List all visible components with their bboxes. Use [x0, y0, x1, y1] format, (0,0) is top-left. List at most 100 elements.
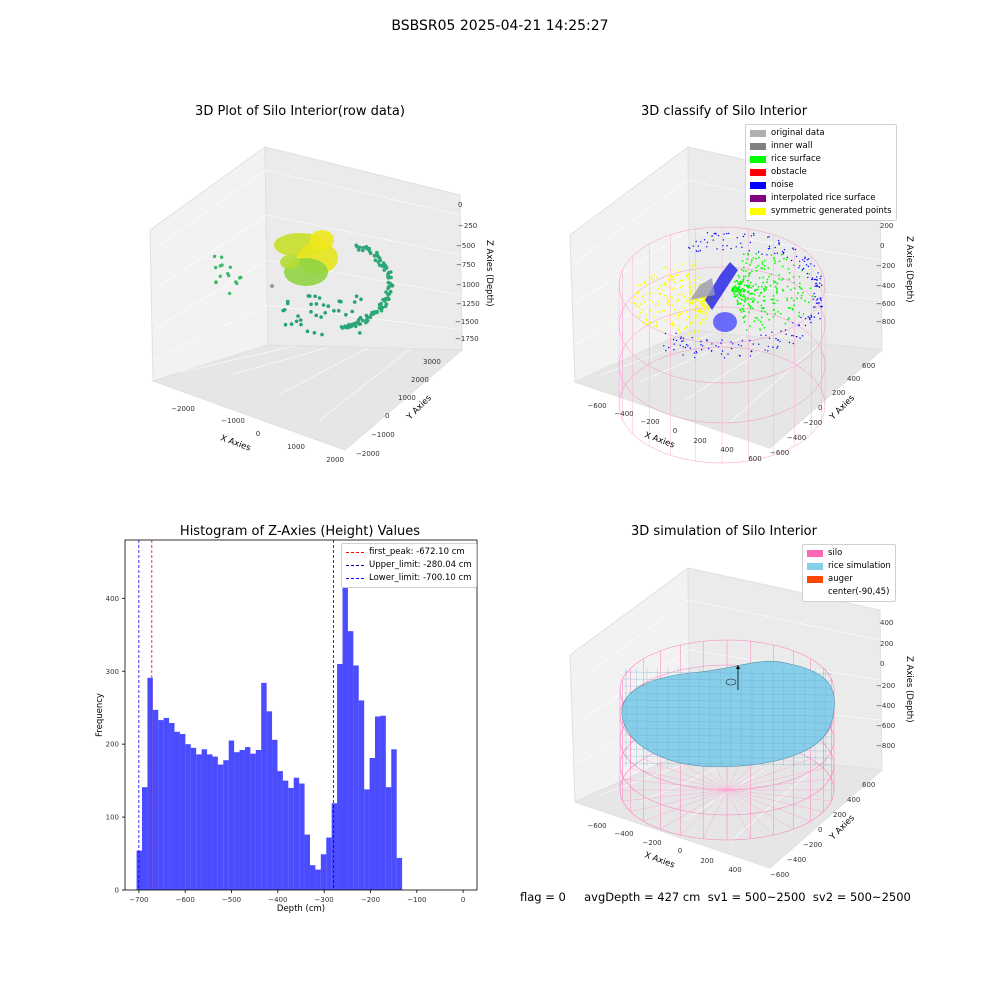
point	[332, 309, 336, 313]
noise-point	[799, 265, 801, 267]
noise-point	[768, 245, 771, 247]
panel4-xtick: −400	[614, 830, 633, 838]
yellow-point	[666, 296, 668, 299]
rice-mesh-line	[623, 671, 833, 675]
panel4-ytick: −400	[787, 856, 806, 864]
green-point	[755, 269, 758, 272]
yellow-point	[637, 284, 640, 286]
histogram-bar	[179, 733, 186, 890]
noise-point	[691, 337, 693, 339]
yellow-point	[651, 301, 654, 303]
histogram-bar	[255, 750, 262, 890]
noise-point	[749, 241, 751, 244]
noise-point	[783, 251, 785, 254]
yellow-point	[650, 275, 653, 278]
noise-point	[732, 343, 734, 345]
panel4-ztick: 200	[880, 640, 893, 648]
legend-label: original data	[771, 128, 825, 138]
histogram-bar	[347, 631, 354, 890]
green-point	[747, 286, 750, 289]
yellow-point	[643, 282, 646, 285]
green-point	[763, 290, 766, 292]
panel4-xtick: 0	[678, 847, 682, 855]
x-tick-label: 0	[461, 896, 465, 904]
point	[388, 281, 393, 286]
noise-point	[804, 256, 806, 258]
yellow-point	[680, 313, 683, 316]
yellow-point	[686, 326, 689, 329]
green-point	[737, 274, 740, 277]
green-point	[748, 284, 751, 287]
panel2-ztick: −800	[876, 318, 895, 326]
green-point	[750, 292, 752, 295]
noise-point	[817, 272, 819, 274]
legend-swatch	[346, 565, 364, 566]
green-point	[746, 279, 749, 282]
panel2-ytick: 0	[818, 404, 822, 412]
point	[361, 248, 365, 253]
histogram-bar	[158, 720, 164, 890]
noise-point	[687, 345, 689, 347]
yellow-point	[678, 332, 681, 335]
yellow-point	[690, 309, 693, 311]
yellow-point	[700, 308, 702, 310]
yellow-point	[673, 314, 676, 317]
noise-point	[792, 322, 794, 324]
noise-point	[682, 354, 684, 356]
green-point	[791, 307, 794, 310]
noise-point	[716, 248, 718, 250]
green-point	[772, 315, 775, 318]
y-tick-label: 400	[106, 595, 119, 603]
noise-point	[815, 278, 817, 281]
noise-point	[675, 332, 677, 334]
green-point	[739, 290, 741, 292]
yellow-point	[692, 317, 695, 319]
legend-item: symmetric generated points	[750, 205, 892, 218]
noise-point	[775, 337, 777, 340]
point	[339, 299, 343, 304]
yellow-point	[666, 302, 669, 305]
noise-point	[780, 330, 782, 332]
green-point	[790, 288, 792, 291]
noise-point	[739, 355, 741, 357]
point	[321, 303, 326, 307]
yellow-point	[693, 309, 696, 312]
yellow-point	[673, 308, 676, 311]
green-point	[802, 291, 804, 294]
noise-point	[817, 312, 820, 314]
panel1-title: 3D Plot of Silo Interior(row data)	[195, 104, 405, 119]
point	[319, 315, 323, 319]
noise-point	[817, 302, 819, 304]
point	[214, 265, 218, 270]
yellow-point	[701, 318, 704, 321]
histogram-bar	[169, 723, 175, 890]
noise-point	[730, 341, 732, 343]
histogram-bar	[152, 709, 159, 890]
point	[294, 319, 299, 324]
yellow-point	[686, 272, 689, 275]
yellow-point	[705, 317, 708, 319]
panel2-xtick: 400	[720, 446, 733, 454]
noise-point	[712, 239, 714, 241]
histogram-bar	[331, 803, 338, 890]
green-point	[760, 285, 763, 288]
yellow-point	[705, 311, 708, 314]
noise-point	[799, 337, 801, 339]
green-point	[781, 288, 784, 291]
green-point	[745, 275, 747, 278]
green-point	[741, 287, 744, 290]
noise-point	[777, 239, 780, 242]
point	[323, 311, 328, 315]
yellow-point	[691, 302, 694, 305]
legend-label: symmetric generated points	[771, 206, 892, 216]
yellow-point	[671, 304, 674, 307]
noise-point	[766, 254, 768, 256]
panel1-ztick: −500	[456, 242, 475, 250]
yellow-point	[645, 319, 647, 322]
green-point	[793, 299, 795, 302]
noise-point	[804, 324, 807, 327]
yellow-point	[685, 275, 688, 277]
histogram-bar	[309, 865, 316, 890]
point	[350, 309, 355, 314]
legend-swatch	[807, 550, 823, 557]
